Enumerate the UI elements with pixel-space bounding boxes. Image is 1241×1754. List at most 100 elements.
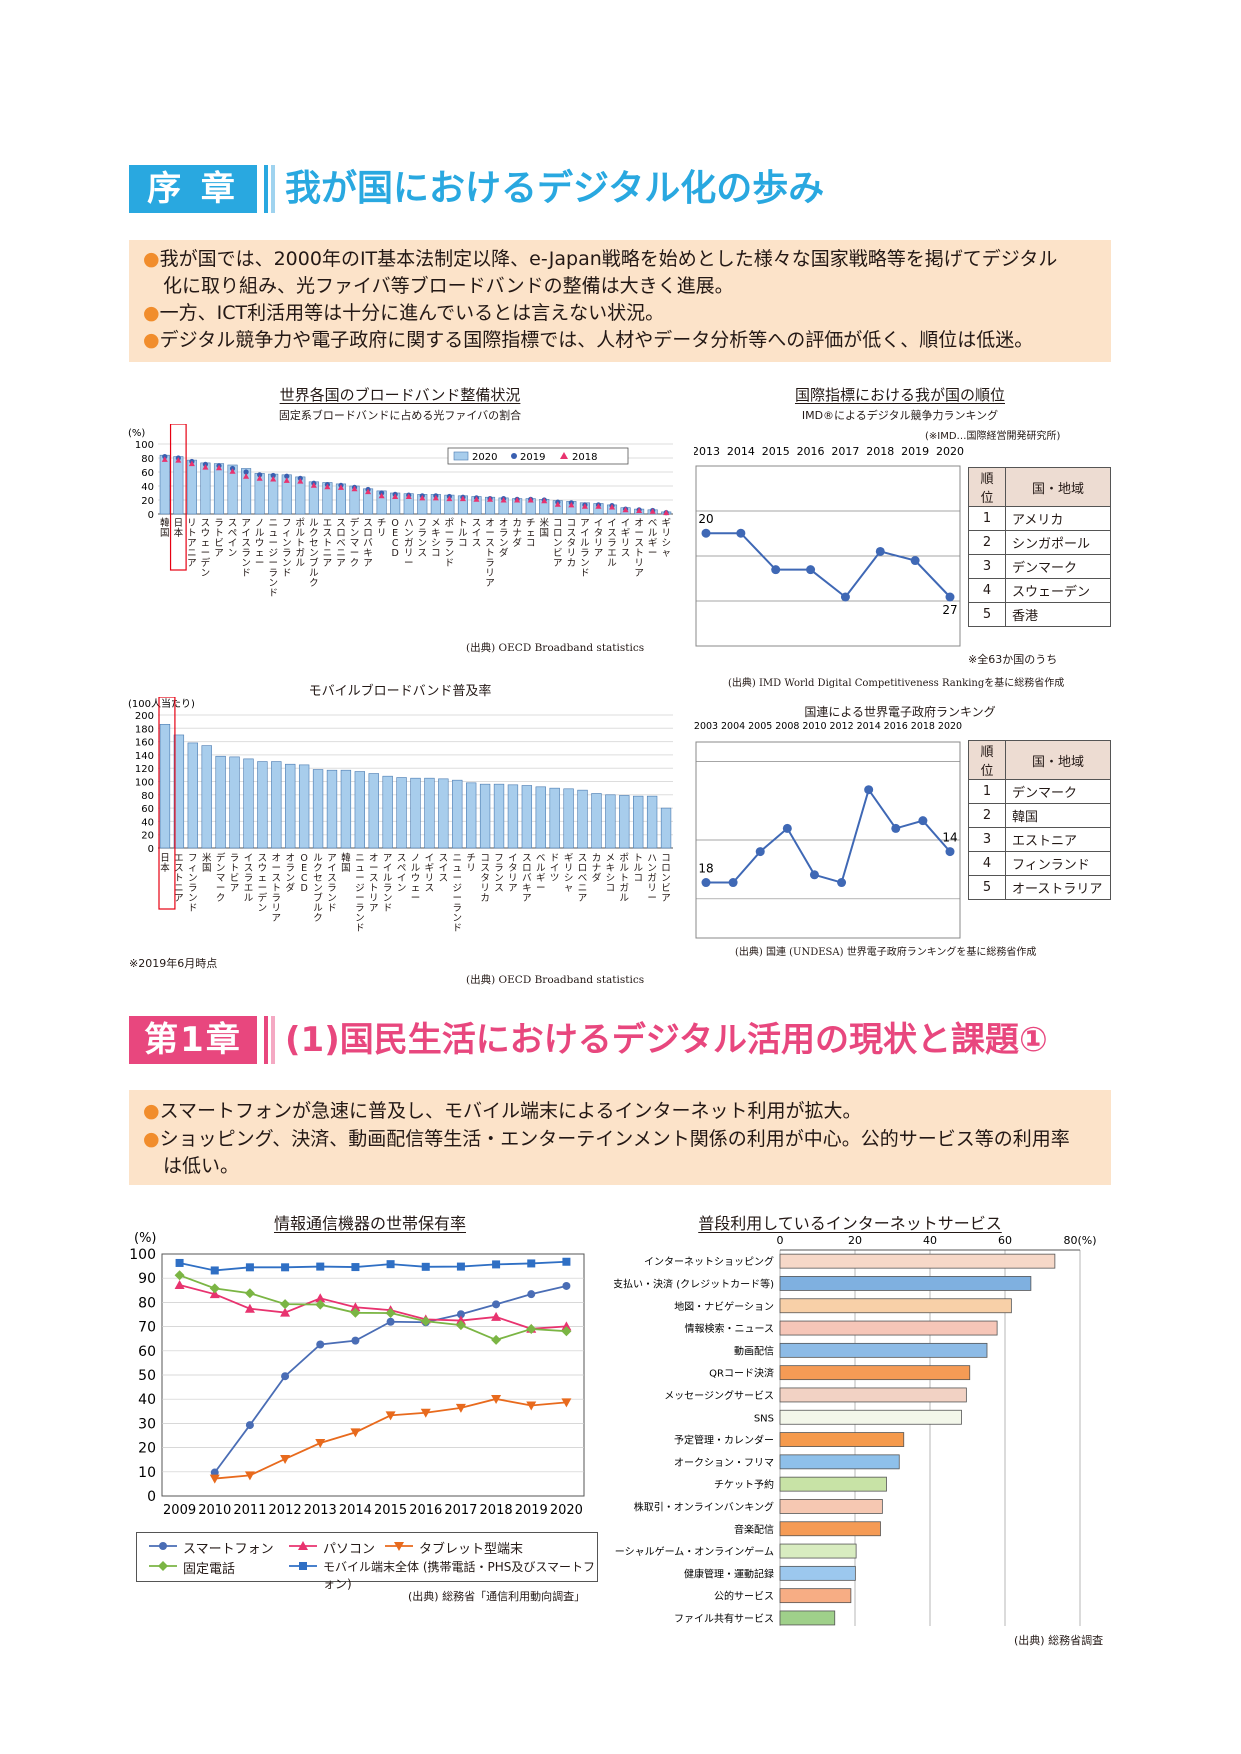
x-tick-label: 20 bbox=[848, 1234, 862, 1247]
x-tick-label: 米 bbox=[539, 517, 549, 529]
x-tick-label: ス bbox=[472, 538, 482, 549]
country-cell: 韓国 bbox=[1005, 803, 1111, 828]
series-point bbox=[245, 1263, 254, 1272]
x-tick-label: ニ bbox=[187, 548, 197, 559]
bar bbox=[779, 1543, 857, 1559]
x-tick-label: ン bbox=[282, 558, 292, 569]
x-tick-label: ー bbox=[452, 893, 462, 904]
y-axis-unit: (%) bbox=[128, 428, 145, 439]
bar bbox=[779, 1565, 856, 1581]
rank-point bbox=[771, 565, 781, 575]
x-tick-label: ー bbox=[255, 558, 265, 569]
rank-point bbox=[891, 823, 901, 833]
rank-point bbox=[701, 878, 711, 888]
point-2018 bbox=[663, 509, 670, 516]
x-tick-label: イ bbox=[607, 518, 617, 529]
x-tick-label: ガ bbox=[296, 548, 306, 559]
legend-marker bbox=[394, 1542, 404, 1551]
category-label: 地図・ナビゲーション bbox=[674, 1300, 774, 1313]
x-tick-label: ラ bbox=[445, 538, 455, 549]
x-tick-label: リ bbox=[466, 863, 476, 874]
x-tick-label: ラ bbox=[418, 528, 428, 539]
x-tick-label: リ bbox=[425, 873, 435, 884]
x-tick-label: 2014 bbox=[727, 445, 755, 458]
x-tick-label: ラ bbox=[268, 568, 278, 579]
x-tick-label: カ bbox=[480, 893, 490, 904]
x-tick-label: ア bbox=[363, 558, 373, 569]
x-tick-label: ニ bbox=[355, 853, 365, 864]
x-tick-label: ギ bbox=[425, 863, 435, 874]
point-2019 bbox=[284, 473, 290, 479]
x-tick-label: ロ bbox=[553, 528, 563, 539]
x-tick-label: ア bbox=[241, 518, 251, 529]
series-line bbox=[179, 1284, 567, 1330]
y-tick-label: 100 bbox=[135, 440, 154, 451]
x-tick-label: O bbox=[391, 518, 398, 529]
bar bbox=[354, 771, 365, 849]
point-2018 bbox=[270, 476, 277, 482]
x-tick-label: キ bbox=[606, 863, 616, 874]
x-tick-label: ベ bbox=[536, 853, 546, 864]
x-tick-label: ロ bbox=[522, 863, 532, 874]
series-point bbox=[174, 1270, 185, 1281]
summary-bullet: ●スマートフォンが急速に普及し、モバイル端末によるインターネット利用が拡大。 bbox=[143, 1100, 862, 1122]
series-point bbox=[244, 1288, 255, 1299]
series-point bbox=[385, 1411, 396, 1421]
x-tick-label: ブ bbox=[309, 557, 319, 569]
x-tick-label: ス bbox=[174, 863, 184, 874]
rank-cell: 2 bbox=[968, 530, 1006, 555]
bar bbox=[215, 755, 226, 849]
bar bbox=[779, 1432, 905, 1447]
x-tick-label: ス bbox=[494, 883, 504, 894]
point-2018 bbox=[500, 497, 507, 503]
series-point bbox=[210, 1266, 219, 1275]
x-tick-label: セ bbox=[313, 873, 323, 884]
point-2018 bbox=[487, 496, 494, 502]
point-2018 bbox=[337, 484, 344, 490]
x-tick-label: ウ bbox=[258, 863, 268, 874]
country-cell: シンガポール bbox=[1005, 530, 1111, 555]
category-label: 情報検索・ニュース bbox=[685, 1322, 775, 1335]
x-tick-label: 国 bbox=[160, 528, 170, 539]
x-tick-label: C bbox=[301, 873, 308, 884]
x-tick-label: ス bbox=[228, 518, 238, 529]
series-point bbox=[385, 1308, 396, 1319]
rank-point bbox=[945, 847, 955, 857]
x-tick-label: ー bbox=[634, 528, 644, 539]
x-tick-label: ト bbox=[458, 518, 468, 529]
services-chart-title: 普段利用しているインターネットサービス bbox=[698, 1214, 1002, 1233]
series-point bbox=[280, 1307, 291, 1317]
point-2019 bbox=[243, 469, 249, 475]
prologue-bar-light bbox=[271, 165, 275, 213]
series-line bbox=[214, 1398, 567, 1480]
x-tick-label: ジ bbox=[452, 883, 462, 894]
summary-bullet-cont: 化に取り組み、光ファイバ等ブロードバンドの整備は大きく進展。 bbox=[163, 275, 734, 297]
point-2018 bbox=[446, 495, 453, 502]
legend-marker bbox=[299, 1562, 307, 1570]
x-tick-label: イ bbox=[327, 863, 337, 874]
rank-point bbox=[755, 847, 765, 857]
x-tick-label: カ bbox=[592, 853, 602, 864]
series-point bbox=[315, 1439, 326, 1449]
x-tick-label: ド bbox=[383, 903, 393, 914]
bar-2020 bbox=[200, 462, 211, 515]
x-tick-label: 韓 bbox=[341, 853, 351, 864]
x-tick-label: イ bbox=[244, 853, 254, 864]
x-tick-label: 国 bbox=[341, 863, 351, 874]
x-tick-label: ペ bbox=[397, 863, 407, 874]
legend-swatch-2019 bbox=[511, 453, 517, 459]
x-tick-label: ル bbox=[313, 853, 323, 864]
point-2018 bbox=[324, 483, 331, 490]
bar-2020 bbox=[241, 468, 252, 515]
un-source: (出典) 国連 (UNDESA) 世界電子政府ランキングを基に総務省作成 bbox=[735, 947, 1037, 958]
table-head-country: 国・地域 bbox=[1005, 740, 1111, 780]
series-point bbox=[492, 1300, 501, 1309]
x-tick-label: 60 bbox=[998, 1234, 1012, 1247]
x-tick-label: 2014 bbox=[857, 721, 881, 732]
point-2018 bbox=[256, 475, 263, 481]
x-tick-label: ダ bbox=[499, 547, 509, 559]
y-tick-label: 140 bbox=[135, 751, 154, 762]
series-point bbox=[316, 1262, 325, 1271]
x-tick-label: ン bbox=[580, 558, 590, 569]
x-tick-label: ド bbox=[355, 923, 365, 934]
